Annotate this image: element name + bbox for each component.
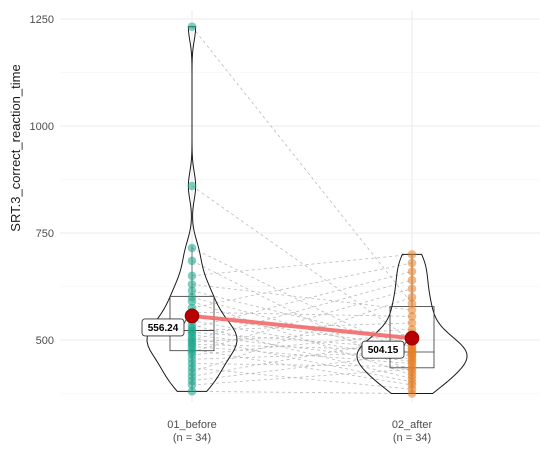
paired-line (191, 367, 413, 390)
paired-line (191, 262, 413, 309)
paired-line (191, 279, 413, 341)
x-tick-n-label: (n = 34) (173, 432, 211, 444)
data-point (187, 271, 197, 281)
data-point (407, 284, 417, 293)
data-point (407, 267, 417, 276)
paired-line (191, 346, 413, 364)
mean-label-box (361, 340, 405, 359)
mean-label: 556.24 (148, 323, 179, 334)
y-tick-label: 1000 (30, 121, 54, 133)
data-point (407, 258, 417, 268)
paired-line (191, 331, 413, 349)
data-point (187, 181, 197, 191)
data-point (407, 292, 417, 302)
mean-point (404, 330, 420, 346)
data-point (407, 299, 417, 308)
paired-line (191, 185, 413, 342)
paired-line (191, 26, 413, 304)
y-tick-label: 500 (36, 335, 54, 347)
paired-line (191, 333, 413, 356)
paired-line (191, 363, 413, 367)
paired-line (191, 368, 413, 386)
data-point (187, 22, 197, 32)
paired-lines-layer (191, 26, 413, 394)
y-axis-label: SRT.3_correct_reaction_time (8, 64, 23, 231)
data-point (187, 256, 197, 266)
y-tick-label: 1250 (30, 14, 54, 26)
mean-layer: 556.24 504.15 (141, 308, 420, 359)
x-axis: 01_before(n = 34)02_after(n = 34) (167, 419, 432, 444)
data-point (187, 387, 197, 396)
mean-connecting-line (190, 313, 414, 341)
data-point (407, 250, 417, 259)
y-axis: 500 750 1000 1250 (30, 14, 54, 347)
mean-point (184, 308, 200, 324)
y-tick-label: 750 (36, 228, 54, 240)
paired-line (191, 390, 413, 394)
grid-layer (60, 10, 540, 402)
paired-line (191, 349, 413, 386)
data-point (187, 292, 197, 302)
data-point (187, 286, 197, 296)
paired-line (191, 247, 413, 356)
data-point (407, 312, 417, 321)
data-point (407, 318, 417, 328)
x-tick-n-label: (n = 34) (393, 432, 431, 444)
paired-line (191, 283, 413, 311)
mean-label: 504.15 (368, 345, 399, 356)
data-point (407, 275, 417, 285)
paired-line (191, 337, 413, 383)
mean-label-box (141, 318, 185, 337)
x-tick-label: 01_before (167, 419, 217, 431)
paired-line (191, 301, 413, 376)
paired-line (191, 328, 413, 343)
violin-outline (356, 253, 468, 394)
data-point (407, 305, 417, 315)
data-point (187, 243, 197, 253)
paired-line (191, 353, 413, 382)
paired-line (191, 288, 413, 353)
paired-line (191, 334, 413, 362)
paired-line (191, 254, 413, 277)
data-point (187, 280, 197, 289)
x-tick-label: 02_after (392, 419, 433, 431)
paired-line (191, 324, 413, 379)
paired-line (191, 311, 413, 317)
